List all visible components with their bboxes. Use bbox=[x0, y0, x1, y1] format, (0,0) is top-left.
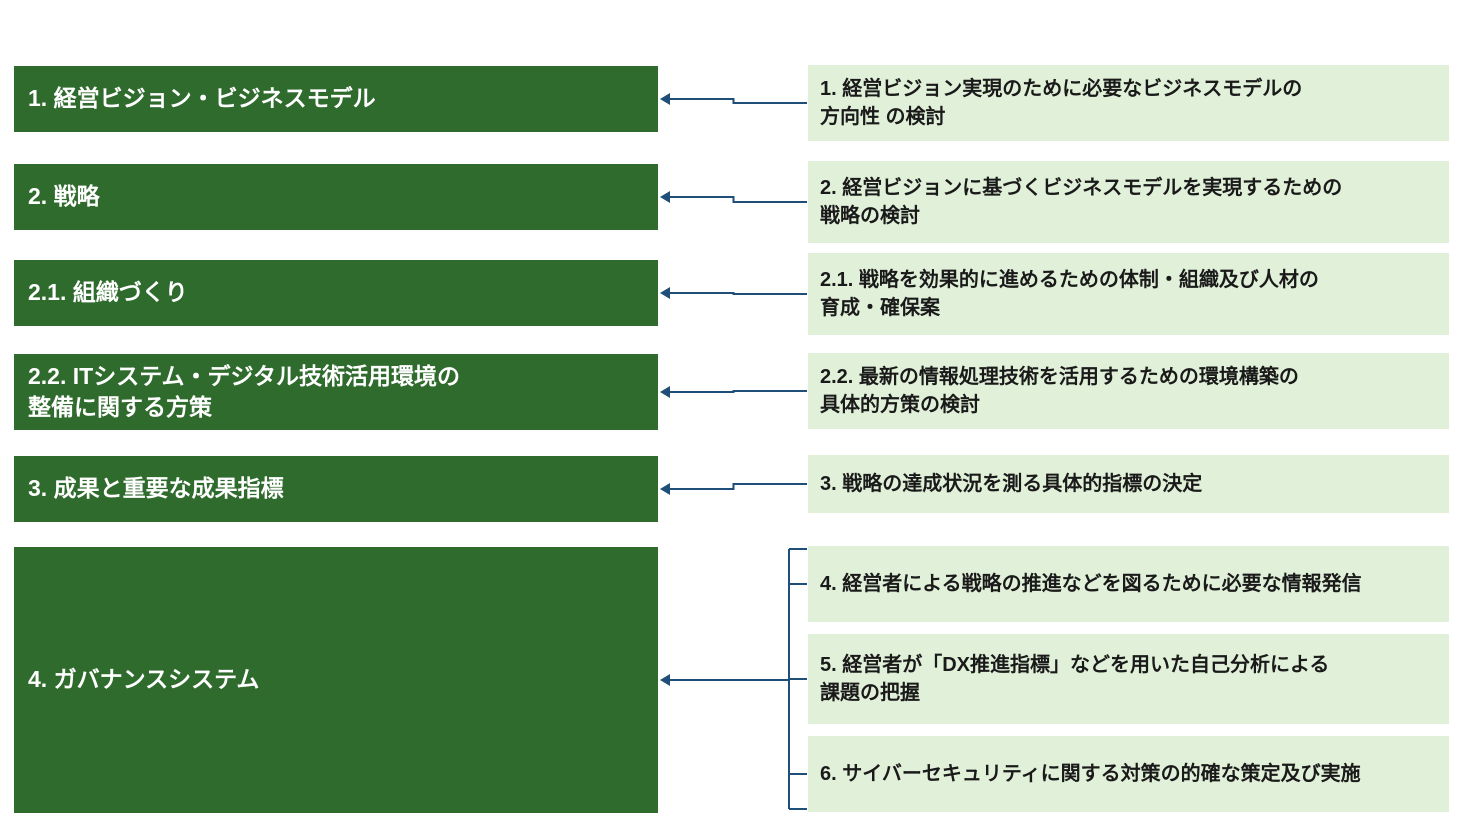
left-box-label: 4. ガバナンスシステム bbox=[28, 664, 259, 695]
left-box-label: 2. 戦略 bbox=[28, 181, 100, 212]
left-box-l4: 2.2. ITシステム・デジタル技術活用環境の 整備に関する方策 bbox=[12, 352, 660, 432]
right-box-r3: 2.1. 戦略を効果的に進めるための体制・組織及び人材の 育成・確保案 bbox=[807, 252, 1450, 336]
right-box-label: 3. 戦略の達成状況を測る具体的指標の決定 bbox=[820, 470, 1202, 498]
right-box-label: 5. 経営者が「DX推進指標」などを用いた自己分析による 課題の把握 bbox=[820, 651, 1329, 707]
right-box-label: 2.2. 最新の情報処理技術を活用するための環境構築の 具体的方策の検討 bbox=[820, 363, 1299, 419]
left-box-l3: 2.1. 組織づくり bbox=[12, 258, 660, 328]
right-box-r5: 3. 戦略の達成状況を測る具体的指標の決定 bbox=[807, 454, 1450, 514]
right-box-r2: 2. 経営ビジョンに基づくビジネスモデルを実現するための 戦略の検討 bbox=[807, 160, 1450, 244]
right-box-r1: 1. 経営ビジョン実現のために必要なビジネスモデルの 方向性 の検討 bbox=[807, 64, 1450, 142]
right-box-label: 2.1. 戦略を効果的に進めるための体制・組織及び人材の 育成・確保案 bbox=[820, 266, 1319, 322]
right-box-r4: 2.2. 最新の情報処理技術を活用するための環境構築の 具体的方策の検討 bbox=[807, 352, 1450, 430]
diagram-container: 1. 経営ビジョン・ビジネスモデル 2. 戦略 2.1. 組織づくり 2.2. ITシ… bbox=[0, 0, 1465, 821]
right-box-label: 4. 経営者による戦略の推進などを図るために必要な情報発信 bbox=[820, 570, 1362, 598]
left-box-label: 2.2. ITシステム・デジタル技術活用環境の 整備に関する方策 bbox=[28, 361, 460, 423]
right-box-label: 2. 経営ビジョンに基づくビジネスモデルを実現するための 戦略の検討 bbox=[820, 174, 1342, 230]
right-box-r8: 6. サイバーセキュリティに関する対策の的確な策定及び実施 bbox=[807, 735, 1450, 813]
right-box-label: 6. サイバーセキュリティに関する対策の的確な策定及び実施 bbox=[820, 760, 1361, 788]
left-box-l1: 1. 経営ビジョン・ビジネスモデル bbox=[12, 64, 660, 134]
left-box-label: 2.1. 組織づくり bbox=[28, 277, 188, 308]
left-box-label: 3. 成果と重要な成果指標 bbox=[28, 473, 284, 504]
left-box-l5: 3. 成果と重要な成果指標 bbox=[12, 454, 660, 524]
left-box-l6: 4. ガバナンスシステム bbox=[12, 545, 660, 815]
right-box-r6: 4. 経営者による戦略の推進などを図るために必要な情報発信 bbox=[807, 545, 1450, 623]
left-box-label: 1. 経営ビジョン・ビジネスモデル bbox=[28, 83, 376, 114]
right-box-label: 1. 経営ビジョン実現のために必要なビジネスモデルの 方向性 の検討 bbox=[820, 75, 1302, 131]
right-box-r7: 5. 経営者が「DX推進指標」などを用いた自己分析による 課題の把握 bbox=[807, 633, 1450, 725]
left-box-l2: 2. 戦略 bbox=[12, 162, 660, 232]
